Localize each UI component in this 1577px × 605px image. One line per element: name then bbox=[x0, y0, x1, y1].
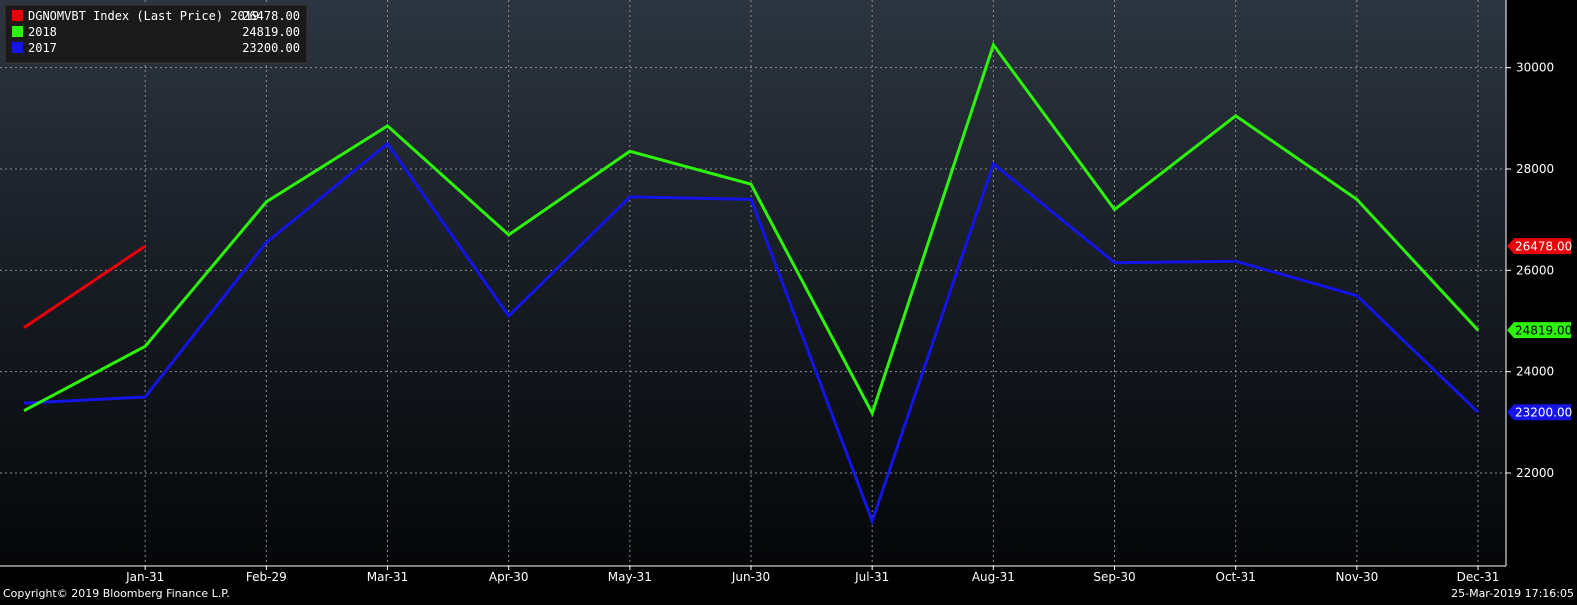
series-lines bbox=[23, 41, 1480, 526]
y-tick-label: 26000 bbox=[1516, 263, 1554, 277]
legend: DGNOMVBT Index (Last Price) 201926478.00… bbox=[4, 4, 308, 64]
x-tick-label: Mar-31 bbox=[367, 570, 408, 584]
x-tick-label: May-31 bbox=[608, 570, 652, 584]
series-line-1 bbox=[23, 41, 1480, 418]
axes bbox=[0, 0, 1507, 567]
legend-swatch bbox=[12, 26, 23, 37]
footer-copyright: Copyright© 2019 Bloomberg Finance L.P. bbox=[3, 587, 230, 600]
y-tick-label: 30000 bbox=[1516, 61, 1554, 75]
x-tick-label: Nov-30 bbox=[1336, 570, 1379, 584]
x-tick-label: Apr-30 bbox=[489, 570, 529, 584]
legend-swatch bbox=[12, 10, 23, 21]
last-value-tag-bg bbox=[1507, 404, 1571, 421]
last-value-tag: 23200.00 bbox=[1515, 406, 1572, 420]
series-line-2 bbox=[23, 141, 1480, 526]
x-tick-label: Dec-31 bbox=[1457, 570, 1500, 584]
legend-swatch bbox=[12, 42, 23, 53]
plot-area bbox=[0, 0, 1506, 566]
y-tick-label: 22000 bbox=[1516, 466, 1554, 480]
last-value-tag: 26478.00 bbox=[1515, 240, 1572, 254]
legend-background bbox=[4, 4, 308, 64]
legend-entry-label: DGNOMVBT Index (Last Price) 2019 bbox=[28, 9, 259, 23]
legend-entry-label: 2018 bbox=[28, 25, 57, 39]
x-tick-label: Feb-29 bbox=[246, 570, 287, 584]
x-tick-label: Jul-31 bbox=[854, 570, 889, 584]
x-tick-label: Jun-30 bbox=[731, 570, 770, 584]
grid-lines bbox=[0, 0, 1506, 566]
x-tick-label: Aug-31 bbox=[972, 570, 1015, 584]
y-tick-label: 24000 bbox=[1516, 365, 1554, 379]
last-value-tag-bg bbox=[1507, 322, 1571, 339]
last-value-tag-bg bbox=[1507, 238, 1571, 255]
y-tick-label: 28000 bbox=[1516, 162, 1554, 176]
x-tick-label: Oct-31 bbox=[1216, 570, 1256, 584]
x-tick-label: Jan-31 bbox=[125, 570, 164, 584]
legend-entry-value: 23200.00 bbox=[242, 41, 300, 55]
footer-timestamp: 25-Mar-2019 17:16:05 bbox=[1451, 587, 1574, 600]
last-value-tags: 26478.00 24819.00 23200.00 bbox=[1507, 238, 1572, 421]
legend-entry-label: 2017 bbox=[28, 41, 57, 55]
legend-entry-value: 26478.00 bbox=[242, 9, 300, 23]
last-value-tag: 24819.00 bbox=[1515, 324, 1572, 338]
x-axis-ticks: Jan-31 Feb-29 Mar-31 Apr-30 May-31 Jun-30 Jul-… bbox=[125, 566, 1499, 584]
series-line-0 bbox=[23, 244, 147, 329]
legend-entry-value: 24819.00 bbox=[242, 25, 300, 39]
x-tick-label: Sep-30 bbox=[1093, 570, 1135, 584]
y-axis-ticks: 22000 24000 26000 28000 30000 bbox=[1506, 61, 1554, 480]
